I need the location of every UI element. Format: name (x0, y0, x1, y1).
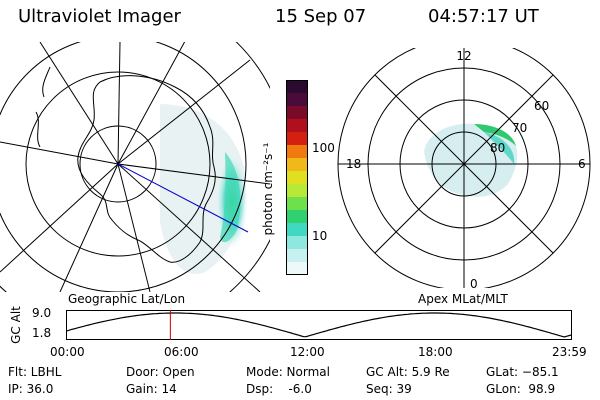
colorbar-segment (286, 132, 308, 146)
alt-xtick-0000: 00:00 (50, 345, 85, 359)
mode-field: Mode: Normal (246, 365, 330, 379)
colorbar-segment (286, 171, 308, 185)
lat-circle-60 (0, 42, 247, 292)
alt-axis-label: GC Alt (9, 306, 23, 344)
altitude-plot (66, 310, 572, 340)
meridians (0, 42, 270, 292)
colorbar-tick-100: 100 (312, 141, 335, 155)
colorbar-segment (286, 93, 308, 107)
color-bar (286, 80, 308, 276)
lat-label-70: 70 (512, 121, 527, 135)
colorbar-segment (286, 249, 308, 263)
uv-emission-patch (424, 123, 518, 197)
time-label: 04:57:17 UT (428, 6, 539, 27)
alt-xtick-1200: 12:00 (290, 345, 325, 359)
altitude-curve (66, 312, 572, 338)
gc-alt-field: GC Alt: 5.9 Re (366, 365, 450, 379)
ip-field: IP: 36.0 (8, 382, 54, 396)
mlt-label-0: 0 (470, 277, 478, 288)
colorbar-segment (286, 262, 308, 276)
glat-field: GLat: −85.1 (486, 365, 559, 379)
alt-xtick-1800: 18:00 (418, 345, 453, 359)
app-title: Ultraviolet Imager (18, 6, 181, 27)
colorbar-segment (286, 145, 308, 159)
colorbar-segment (286, 158, 308, 172)
colorbar-segment (286, 223, 308, 237)
lat-label-60: 60 (534, 99, 549, 113)
colorbar-segment (286, 80, 308, 94)
colorbar-segment (286, 210, 308, 224)
left-panel-caption: Geographic Lat/Lon (68, 292, 186, 306)
colorbar-tick-10: 10 (312, 229, 328, 243)
dsp-field: Dsp: -6.0 (246, 382, 312, 396)
date-label: 15 Sep 07 (275, 6, 367, 27)
lat-label-80: 80 (490, 141, 505, 155)
alt-xtick-2359: 23:59 (552, 345, 587, 359)
mlt-label-6: 6 (578, 157, 586, 171)
colorbar-segment (286, 106, 308, 120)
lat-circle-70 (25, 71, 211, 257)
gain-field: Gain: 14 (126, 382, 177, 396)
colorbar-segment (286, 119, 308, 133)
seq-field: Seq: 39 (366, 382, 412, 396)
colorbar-segment (286, 184, 308, 198)
alt-xtick-0600: 06:00 (164, 345, 199, 359)
mlt-label-12: 12 (456, 49, 471, 63)
glon-field: GLon: 98.9 (486, 382, 556, 396)
alt-ytick-high: 9.0 (32, 306, 52, 320)
colorbar-unit-label: photon cm⁻²s⁻¹ (261, 142, 275, 236)
magnetic-polar-plot: 12 18 6 0 60 70 80 (337, 48, 591, 288)
mlt-label-18: 18 (346, 157, 361, 171)
sun-direction-line (117, 163, 249, 233)
lat-circle-80 (79, 125, 157, 203)
colorbar-segment (286, 236, 308, 250)
geographic-map (0, 42, 270, 292)
door-field: Door: Open (126, 365, 195, 379)
colorbar-segment (286, 197, 308, 211)
right-panel-caption: Apex MLat/MLT (418, 292, 508, 306)
alt-ytick-low: 1.8 (32, 326, 52, 340)
continent-outline (77, 75, 216, 263)
flt-field: Flt: LBHL (8, 365, 62, 379)
